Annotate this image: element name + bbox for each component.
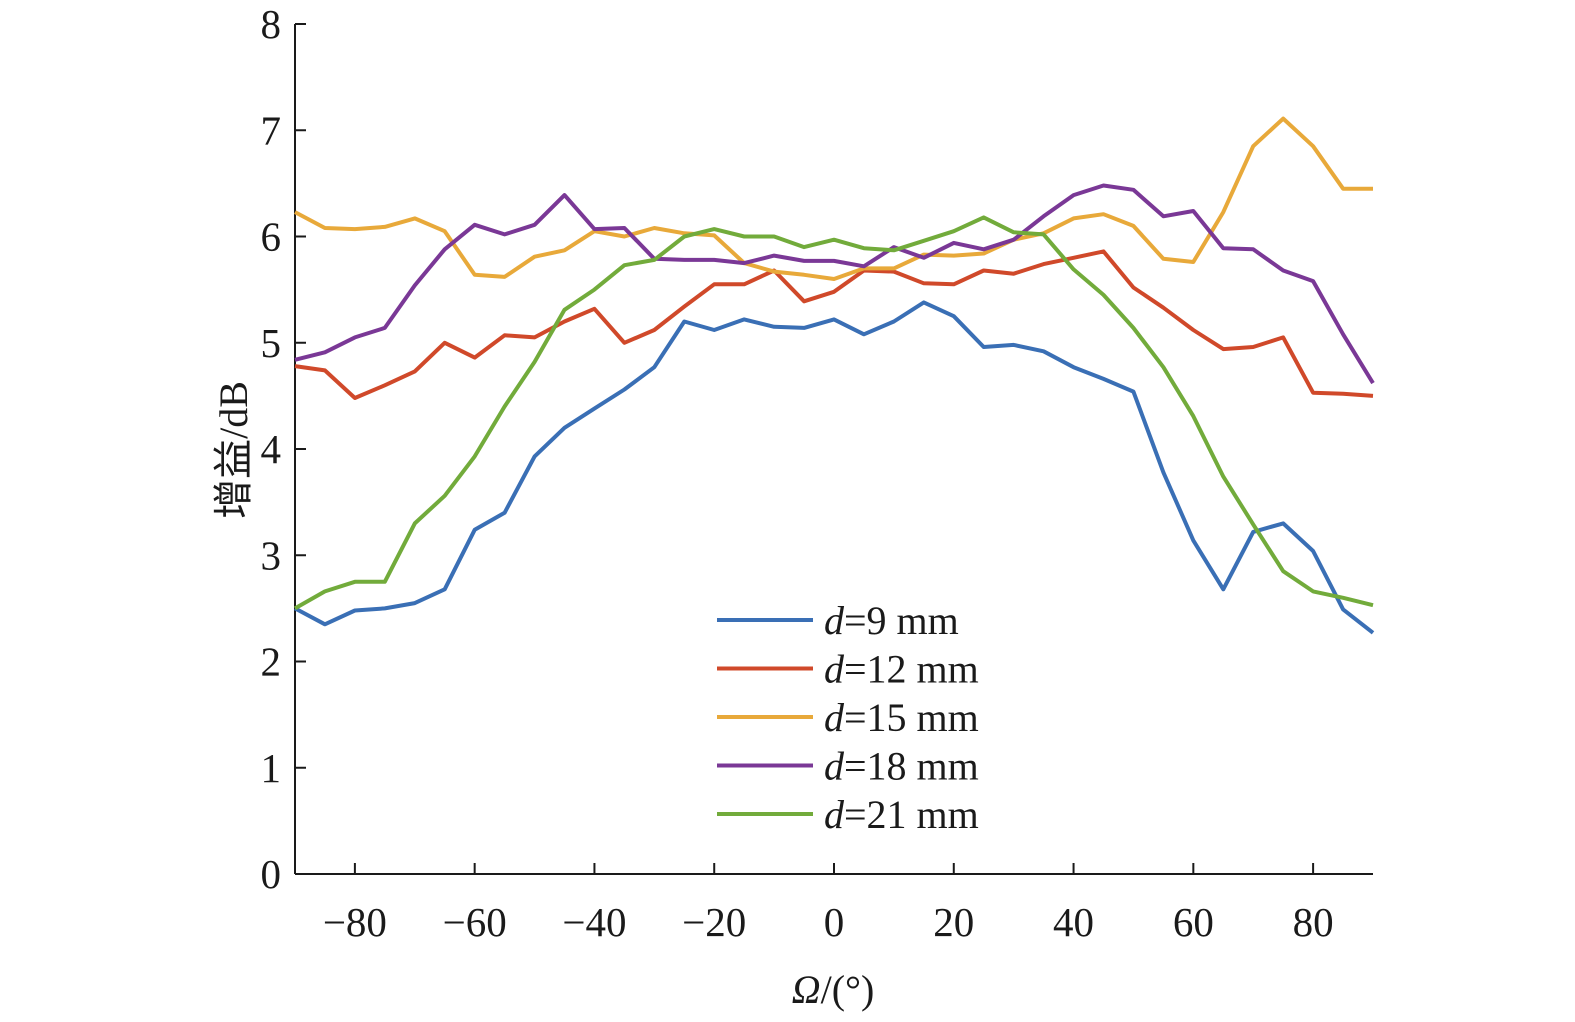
legend-label: d=21 mm [824, 792, 979, 837]
x-tick-label: −80 [323, 899, 387, 945]
legend-label: d=15 mm [824, 695, 979, 740]
y-tick-label: 6 [261, 214, 282, 260]
y-tick-label: 1 [261, 745, 282, 791]
x-tick-label: −60 [443, 899, 507, 945]
x-tick-label: −40 [562, 899, 626, 945]
series-line-2 [294, 249, 1374, 400]
x-axis-unit: /(°) [821, 967, 875, 1012]
x-tick-label: 80 [1293, 899, 1334, 945]
y-tick-label: 3 [261, 532, 282, 578]
legend-value: =9 mm [844, 598, 959, 643]
series-group [294, 116, 1375, 635]
x-tick-label: 40 [1053, 899, 1094, 945]
y-tick-label: 8 [261, 1, 282, 47]
y-tick-label: 5 [261, 320, 282, 366]
series-line-5 [294, 215, 1374, 611]
legend: d=9 mmd=12 mmd=15 mmd=18 mmd=21 mm [717, 598, 979, 837]
legend-variable: d [824, 792, 845, 837]
legend-label: d=12 mm [824, 647, 979, 692]
legend-value: =15 mm [844, 695, 979, 740]
y-tick-label: 7 [261, 107, 282, 153]
y-tick-label: 0 [261, 851, 282, 897]
legend-variable: d [824, 744, 845, 789]
legend-value: =12 mm [844, 647, 979, 692]
legend-variable: d [824, 598, 845, 643]
y-axis-title: 增益/dB [211, 381, 256, 519]
legend-label: d=18 mm [824, 744, 979, 789]
x-axis-title: Ω/(°) [792, 967, 875, 1012]
series-line-1 [294, 300, 1375, 635]
y-tick-label: 4 [261, 426, 282, 472]
x-axis-symbol: Ω [792, 967, 821, 1012]
series-line-3 [294, 116, 1373, 281]
legend-variable: d [824, 695, 845, 740]
axes: 0 1 2 3 4 5 6 7 8 −80 −60 −40 −20 0 20 40 60 80 [261, 1, 1373, 945]
x-tick-label: 20 [933, 899, 974, 945]
x-tick-label: 60 [1173, 899, 1214, 945]
legend-label: d=9 mm [824, 598, 959, 643]
x-tick-label: −20 [682, 899, 746, 945]
x-tick-label: 0 [824, 899, 845, 945]
legend-value: =21 mm [844, 792, 979, 837]
y-tick-label: 2 [261, 639, 282, 685]
legend-variable: d [824, 647, 845, 692]
legend-value: =18 mm [844, 744, 979, 789]
series-line-4 [294, 183, 1375, 385]
